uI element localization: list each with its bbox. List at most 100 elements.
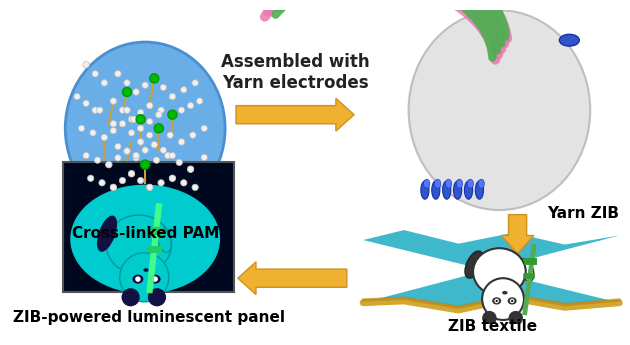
- Ellipse shape: [421, 181, 429, 199]
- Circle shape: [156, 125, 162, 131]
- Ellipse shape: [443, 181, 451, 199]
- Circle shape: [178, 139, 185, 145]
- Circle shape: [187, 102, 194, 109]
- Ellipse shape: [465, 251, 483, 278]
- Circle shape: [89, 130, 96, 136]
- Circle shape: [158, 107, 164, 114]
- Circle shape: [169, 93, 176, 100]
- Circle shape: [92, 107, 98, 114]
- Circle shape: [137, 109, 144, 116]
- Circle shape: [147, 184, 153, 190]
- Ellipse shape: [150, 275, 161, 284]
- Circle shape: [147, 102, 153, 109]
- FancyBboxPatch shape: [64, 162, 234, 292]
- Circle shape: [133, 152, 139, 159]
- Ellipse shape: [106, 215, 171, 274]
- Circle shape: [187, 166, 194, 172]
- Circle shape: [154, 124, 163, 133]
- Circle shape: [147, 132, 153, 138]
- Ellipse shape: [478, 179, 484, 188]
- Circle shape: [129, 116, 135, 122]
- Circle shape: [133, 89, 139, 95]
- Circle shape: [92, 107, 98, 114]
- Polygon shape: [236, 98, 354, 131]
- Circle shape: [129, 130, 135, 136]
- Text: Cross-linked PAM: Cross-linked PAM: [72, 226, 219, 240]
- Circle shape: [124, 80, 130, 86]
- Text: ZIB textile: ZIB textile: [447, 319, 537, 334]
- Circle shape: [151, 141, 158, 148]
- Ellipse shape: [70, 185, 220, 294]
- Ellipse shape: [144, 268, 149, 272]
- Circle shape: [119, 107, 125, 114]
- Circle shape: [140, 160, 150, 169]
- Circle shape: [106, 161, 112, 168]
- Ellipse shape: [435, 179, 441, 188]
- Circle shape: [83, 152, 89, 159]
- Circle shape: [510, 299, 514, 303]
- Circle shape: [495, 299, 499, 303]
- Circle shape: [181, 180, 187, 186]
- Ellipse shape: [158, 228, 171, 253]
- Circle shape: [119, 177, 125, 184]
- Circle shape: [83, 100, 89, 107]
- Circle shape: [147, 102, 153, 109]
- Circle shape: [129, 170, 135, 177]
- Circle shape: [137, 177, 144, 184]
- Circle shape: [190, 132, 196, 138]
- Ellipse shape: [97, 216, 117, 252]
- Circle shape: [129, 170, 135, 177]
- Ellipse shape: [423, 179, 430, 188]
- Circle shape: [74, 93, 80, 100]
- Circle shape: [133, 155, 139, 161]
- Circle shape: [151, 75, 158, 81]
- Circle shape: [124, 107, 130, 114]
- Circle shape: [83, 61, 89, 68]
- Circle shape: [508, 311, 523, 325]
- Ellipse shape: [508, 297, 517, 305]
- Circle shape: [169, 111, 176, 118]
- Circle shape: [122, 87, 132, 97]
- Circle shape: [101, 134, 108, 140]
- Circle shape: [110, 184, 117, 190]
- Circle shape: [110, 127, 117, 134]
- Circle shape: [122, 288, 140, 306]
- Circle shape: [178, 139, 185, 145]
- Circle shape: [178, 107, 185, 114]
- Circle shape: [147, 184, 153, 190]
- Ellipse shape: [432, 181, 440, 199]
- Circle shape: [135, 276, 140, 282]
- Ellipse shape: [467, 179, 474, 188]
- Circle shape: [136, 115, 145, 124]
- Circle shape: [96, 107, 103, 114]
- Circle shape: [124, 148, 130, 154]
- Circle shape: [169, 175, 176, 181]
- Circle shape: [192, 184, 198, 190]
- Circle shape: [160, 147, 166, 153]
- Circle shape: [482, 278, 524, 320]
- Circle shape: [142, 147, 148, 153]
- Circle shape: [115, 143, 121, 150]
- Circle shape: [133, 152, 139, 159]
- Polygon shape: [501, 215, 534, 254]
- Circle shape: [119, 121, 125, 127]
- Circle shape: [197, 98, 203, 104]
- Circle shape: [110, 184, 117, 190]
- Circle shape: [115, 71, 121, 77]
- Circle shape: [169, 93, 176, 100]
- Ellipse shape: [456, 179, 462, 188]
- Polygon shape: [363, 230, 619, 310]
- Ellipse shape: [454, 181, 462, 199]
- Circle shape: [110, 121, 117, 127]
- Circle shape: [94, 157, 101, 163]
- Text: Yarn ZIB: Yarn ZIB: [547, 206, 619, 220]
- Circle shape: [115, 155, 121, 161]
- Circle shape: [156, 111, 162, 118]
- Text: ZIB-powered luminescent panel: ZIB-powered luminescent panel: [13, 310, 285, 325]
- Circle shape: [169, 152, 176, 159]
- Circle shape: [181, 87, 187, 93]
- Circle shape: [142, 82, 148, 88]
- Circle shape: [124, 107, 130, 114]
- Circle shape: [101, 80, 108, 86]
- Circle shape: [137, 139, 144, 145]
